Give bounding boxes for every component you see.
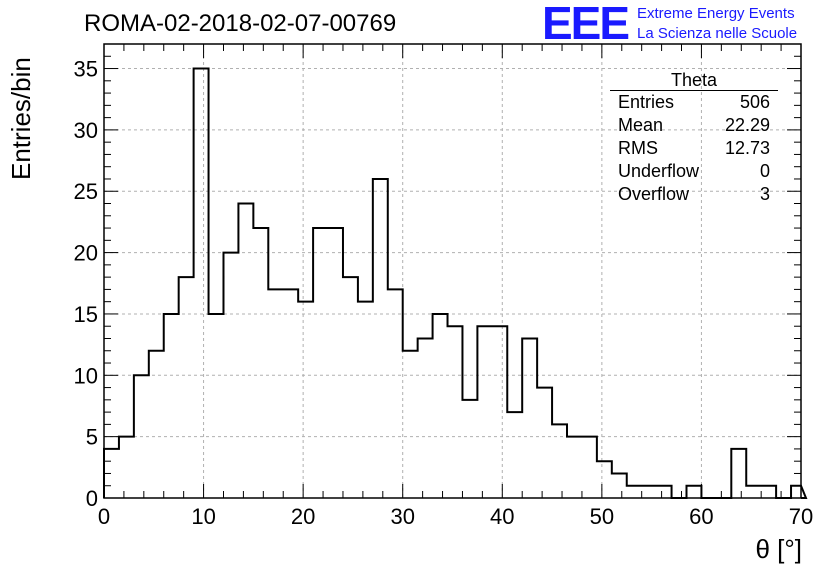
x-tick-label: 20 <box>291 504 315 529</box>
stats-label: Overflow <box>618 184 690 204</box>
histogram-bin <box>552 424 567 498</box>
histogram-bin <box>328 228 343 498</box>
x-tick-label: 10 <box>191 504 215 529</box>
histogram-bin <box>567 437 582 498</box>
histogram-bin <box>657 486 672 498</box>
x-tick-label: 30 <box>390 504 414 529</box>
histogram-bin <box>462 400 477 498</box>
histogram-bin <box>104 449 119 498</box>
chart-title: ROMA-02-2018-02-07-00769 <box>84 10 397 37</box>
logo-caption: Extreme Energy Events La Scienza nelle S… <box>637 4 797 44</box>
histogram-bin <box>313 228 328 498</box>
stats-box: Theta Entries 506 Mean 22.29 RMS 12.73 Unde… <box>610 70 778 206</box>
histogram-bin <box>283 289 298 498</box>
histogram-bin <box>642 486 657 498</box>
y-tick-label: 35 <box>74 57 98 82</box>
histogram-bin <box>686 486 701 498</box>
histogram-bin <box>119 437 134 498</box>
x-tick-label: 70 <box>789 504 813 529</box>
histogram-bin <box>298 302 313 498</box>
stats-value: 506 <box>739 92 770 112</box>
stats-row: Entries 506 <box>610 91 778 114</box>
histogram-bin <box>507 412 522 498</box>
histogram-bin <box>433 314 448 498</box>
stats-value: 12.73 <box>724 138 770 158</box>
histogram-bin <box>268 289 283 498</box>
histogram-bin <box>253 228 268 498</box>
histogram-bin <box>403 351 418 498</box>
histogram-bin <box>582 437 597 498</box>
x-tick-label: 0 <box>98 504 110 529</box>
stats-value: 22.29 <box>724 115 770 135</box>
histogram-bin <box>597 461 612 498</box>
stats-row: Underflow 0 <box>610 160 778 183</box>
stats-title: Theta <box>610 70 778 91</box>
histogram-bin <box>209 314 224 498</box>
histogram-bin <box>134 375 149 498</box>
histogram-bin <box>179 277 194 498</box>
histogram-bin <box>492 326 507 498</box>
histogram-bin <box>194 69 209 498</box>
x-tick-label: 50 <box>590 504 614 529</box>
logo-line-1: Extreme Energy Events <box>637 5 795 22</box>
histogram-bin <box>223 253 238 498</box>
stats-label: RMS <box>618 138 658 158</box>
histogram-bin <box>149 351 164 498</box>
stats-value: 0 <box>759 161 770 181</box>
x-tick-label: 60 <box>689 504 713 529</box>
histogram-outline <box>103 67 808 499</box>
x-tick-label: 40 <box>490 504 514 529</box>
histogram-bin <box>746 486 761 498</box>
histogram-bin <box>731 449 746 498</box>
histogram-bin <box>373 179 388 498</box>
y-tick-label: 0 <box>86 486 98 511</box>
logo-line-2: La Scienza nelle Scuole <box>637 25 798 42</box>
histogram-bin <box>537 388 552 498</box>
y-tick-label: 25 <box>74 179 98 204</box>
histogram-bin <box>388 289 403 498</box>
stats-row: Overflow 3 <box>610 183 778 206</box>
histogram-bin <box>627 486 642 498</box>
x-axis-label: θ [°] <box>755 534 802 564</box>
histogram-bin <box>448 326 463 498</box>
stats-label: Entries <box>618 92 675 112</box>
histogram-bin <box>343 277 358 498</box>
y-tick-label: 10 <box>74 363 98 388</box>
plot-frame <box>103 43 802 499</box>
stats-label: Underflow <box>618 161 700 181</box>
histogram-bin <box>477 326 492 498</box>
y-tick-label: 5 <box>86 425 98 450</box>
histogram-bin <box>358 302 373 498</box>
stats-label: Mean <box>618 115 664 135</box>
y-tick-label: 15 <box>74 302 98 327</box>
y-tick-label: 20 <box>74 241 98 266</box>
y-axis-label: Entries/bin <box>6 57 36 180</box>
histogram-bin <box>761 486 776 498</box>
stats-row: Mean 22.29 <box>610 114 778 137</box>
eee-logo: EEE <box>542 0 630 49</box>
histogram-bin <box>238 204 253 498</box>
stats-value: 3 <box>759 184 770 204</box>
histogram-bin <box>418 338 433 498</box>
stats-row: RMS 12.73 <box>610 137 778 160</box>
histogram-bin <box>612 473 627 498</box>
histogram-bin <box>791 486 801 498</box>
y-tick-label: 30 <box>74 118 98 143</box>
histogram-bin <box>164 314 179 498</box>
histogram-bin <box>522 338 537 498</box>
